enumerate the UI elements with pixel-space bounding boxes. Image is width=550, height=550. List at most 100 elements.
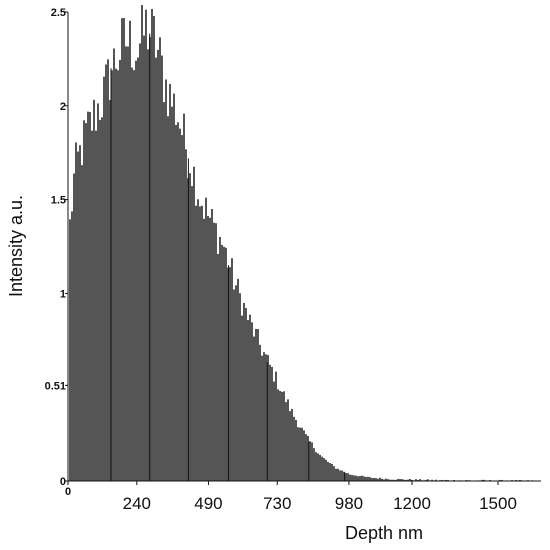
histogram-bar — [401, 479, 403, 481]
histogram-bar — [233, 289, 235, 481]
x-tick-label: 1200 — [393, 494, 431, 513]
histogram-bar — [259, 344, 261, 481]
histogram-bar — [397, 478, 399, 481]
histogram-bar — [253, 336, 255, 481]
histogram-bar — [323, 458, 325, 481]
histogram-bar — [225, 247, 227, 481]
histogram-bar — [319, 454, 321, 481]
histogram-bar — [155, 57, 157, 481]
histogram-bar — [75, 142, 77, 481]
histogram-bar — [147, 49, 149, 481]
histogram-bar — [141, 5, 143, 481]
histogram-bar — [391, 479, 393, 481]
histogram-bar — [77, 151, 79, 481]
histogram-bar — [399, 479, 401, 481]
histogram-bar — [177, 122, 179, 481]
histogram-bar — [95, 130, 97, 481]
histogram-bar — [299, 427, 301, 481]
histogram-bar — [349, 474, 351, 481]
histogram-bar — [83, 120, 85, 481]
separator-lines — [110, 33, 346, 481]
histogram-bar — [85, 123, 87, 481]
histogram-bar — [109, 100, 111, 481]
histogram-bar — [87, 111, 89, 481]
histogram-bar — [301, 427, 303, 481]
histogram-bar — [333, 466, 335, 481]
histogram-bar — [201, 205, 203, 481]
histogram-bar — [223, 246, 225, 481]
histogram-bar — [183, 113, 185, 481]
histogram-bar — [255, 328, 257, 481]
histogram-bar — [211, 208, 213, 481]
y-tick-label: 1 — [60, 288, 66, 300]
histogram-bar — [483, 479, 485, 481]
histogram-bar — [117, 70, 119, 482]
histogram-bar — [267, 355, 269, 481]
histogram-bar — [395, 479, 397, 481]
histogram-bar — [435, 479, 437, 481]
histogram-bar — [239, 293, 241, 481]
histogram-bar — [279, 390, 281, 481]
histogram-bar — [265, 354, 267, 481]
histogram-bar — [273, 381, 275, 481]
histogram-bar — [311, 442, 313, 481]
histogram-bar — [219, 236, 221, 481]
histogram-bar — [121, 18, 123, 481]
histogram-bar — [263, 352, 265, 481]
histogram-bar — [361, 475, 363, 481]
histogram-bar — [363, 476, 365, 481]
y-tick-label: 2.5 — [51, 7, 66, 19]
histogram-bar — [249, 314, 251, 481]
histogram-bar — [191, 186, 193, 481]
histogram-bar — [257, 329, 259, 481]
histogram-bar — [353, 475, 355, 481]
histogram-bar — [261, 355, 263, 481]
histogram-bar — [419, 479, 421, 481]
histogram-bar — [453, 479, 455, 481]
histogram-bar — [171, 106, 173, 481]
histogram-bar — [291, 408, 293, 481]
histogram-bar — [403, 479, 405, 481]
histogram-bar — [81, 165, 83, 481]
x-tick-label: 490 — [194, 494, 222, 513]
histogram-bar — [193, 166, 195, 481]
histogram-bar — [339, 470, 341, 481]
histogram-bar — [251, 322, 253, 481]
histogram-bar — [285, 402, 287, 481]
histogram-bar — [335, 468, 337, 481]
histogram-bar — [407, 479, 409, 481]
histogram-bar — [135, 60, 137, 481]
histogram-bar — [213, 222, 215, 482]
histogram-bar — [271, 366, 273, 481]
histogram-bar — [329, 463, 331, 481]
histogram-bar — [387, 479, 389, 481]
bars-layer — [69, 5, 537, 482]
histogram-bar — [101, 117, 103, 481]
x-axis-title: Depth nm — [345, 523, 423, 543]
histogram-bar — [383, 479, 385, 481]
x-axis-ticks: 0 240 490 730 980 1200 1500 — [65, 481, 517, 513]
x-tick-label: 980 — [335, 494, 363, 513]
histogram-bar — [203, 218, 205, 481]
histogram-bar — [341, 470, 343, 481]
histogram-bar — [431, 479, 433, 481]
histogram-bar — [71, 211, 73, 482]
histogram-bar — [103, 76, 105, 482]
histogram-bar — [229, 267, 231, 481]
histogram-bar — [405, 479, 407, 481]
histogram-bar — [269, 364, 271, 481]
x-tick-label: 730 — [263, 494, 291, 513]
histogram-bar — [243, 302, 245, 481]
histogram-bar — [305, 434, 307, 481]
histogram-bar — [325, 459, 327, 481]
histogram-bar — [131, 67, 133, 481]
histogram-bar — [347, 473, 349, 481]
histogram-bar — [157, 49, 159, 481]
y-axis-title: Intensity a.u. — [6, 195, 26, 297]
histogram-bar — [501, 479, 503, 481]
histogram-bar — [169, 83, 171, 481]
histogram-bar — [345, 472, 347, 481]
histogram-bar — [113, 48, 115, 481]
histogram-bar — [143, 35, 145, 482]
histogram-bar — [295, 419, 297, 481]
